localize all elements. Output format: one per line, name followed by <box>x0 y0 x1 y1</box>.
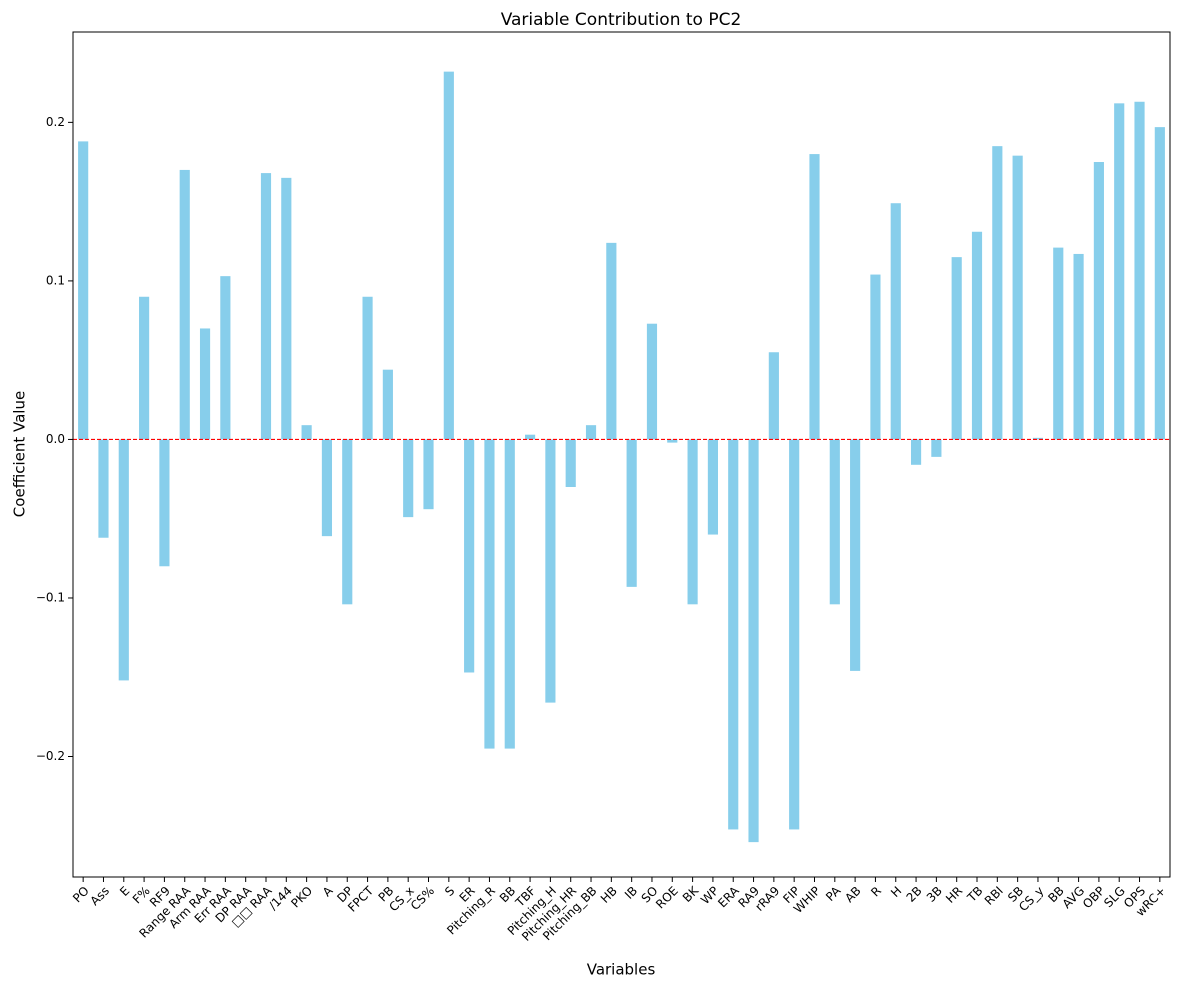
bar <box>118 439 129 681</box>
x-tick-label: R <box>868 884 884 900</box>
bar <box>951 257 962 440</box>
y-axis-label: Coefficient Value <box>11 391 29 517</box>
x-tick-label: A <box>320 883 336 899</box>
bar <box>199 328 211 440</box>
bar <box>525 434 536 440</box>
bar <box>1012 155 1023 440</box>
bar <box>707 439 718 535</box>
y-tick-label: −0.1 <box>36 590 65 604</box>
bar <box>403 439 414 518</box>
bar <box>423 439 434 510</box>
bar <box>220 276 231 440</box>
y-tick-label: −0.2 <box>36 749 65 763</box>
x-tick-label: H <box>888 884 904 900</box>
bar <box>179 169 190 440</box>
bar <box>748 439 759 843</box>
bar <box>809 154 820 440</box>
y-tick-label: 0.2 <box>46 115 65 129</box>
chart-title: Variable Contribution to PC2 <box>501 10 742 30</box>
x-tick-label: BK <box>680 883 702 905</box>
x-tick-label: ROE <box>653 884 681 912</box>
x-tick-label: HB <box>598 884 620 906</box>
plot-frame <box>72 31 1171 878</box>
bar <box>1053 247 1064 440</box>
bar <box>910 439 922 465</box>
x-tick-label: HR <box>943 884 965 906</box>
x-tick-label: TB <box>964 884 986 906</box>
x-tick-label: 2B <box>904 884 925 905</box>
y-tick-label: 0.0 <box>46 432 65 446</box>
bar <box>1093 162 1104 440</box>
bar <box>281 177 292 440</box>
x-tick-label: IB <box>622 884 640 902</box>
bar <box>971 231 983 440</box>
y-tick-label: 0.1 <box>46 273 65 287</box>
bar <box>1032 437 1044 440</box>
bar <box>1114 103 1125 440</box>
bar <box>728 439 739 830</box>
bar <box>646 323 658 440</box>
bar <box>545 439 556 703</box>
bar <box>443 71 454 440</box>
bar <box>301 425 312 440</box>
bar <box>890 203 901 440</box>
x-tick-label: PKO <box>288 884 315 911</box>
bar <box>768 352 779 440</box>
x-tick-label: CS% <box>408 884 437 913</box>
x-tick-label: S <box>442 884 457 899</box>
bar <box>382 369 393 440</box>
bar <box>1073 253 1084 440</box>
bar <box>789 439 800 830</box>
x-tick-label: 3B <box>924 884 945 905</box>
x-tick-label: RBI <box>982 884 1006 908</box>
bar <box>829 439 840 605</box>
bar <box>362 296 373 440</box>
bar <box>667 439 678 443</box>
bar <box>484 439 495 749</box>
bar <box>504 439 515 749</box>
x-tick-label: PO <box>70 884 92 906</box>
bar <box>159 439 170 567</box>
bar <box>565 439 576 487</box>
bar <box>342 439 353 605</box>
bar <box>78 141 89 440</box>
x-tick-label: PA <box>823 883 844 904</box>
bar <box>321 439 333 537</box>
bar <box>931 439 942 457</box>
x-tick-label: AB <box>842 884 864 906</box>
x-tick-label: rRA9 <box>752 884 782 914</box>
bar <box>1154 127 1165 440</box>
bar <box>606 242 617 440</box>
bar <box>850 439 861 671</box>
bar <box>992 146 1003 440</box>
bar <box>687 439 698 605</box>
bar <box>464 439 475 673</box>
bar <box>139 296 150 440</box>
bar <box>240 438 251 440</box>
bar <box>626 439 637 587</box>
bar <box>585 425 597 440</box>
bar <box>870 274 881 440</box>
x-tick-label: Ass <box>88 884 113 909</box>
bar <box>98 439 109 538</box>
x-axis-label: Variables <box>587 961 656 979</box>
bar <box>1134 101 1145 440</box>
bar <box>260 173 272 440</box>
